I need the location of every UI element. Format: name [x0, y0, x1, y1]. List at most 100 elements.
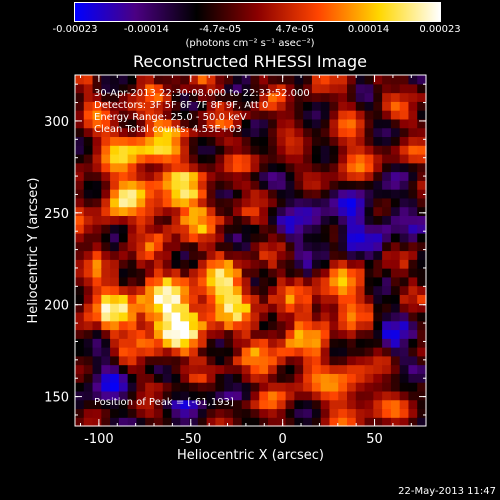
heatmap-cell: [250, 259, 260, 269]
heatmap-cell: [118, 224, 129, 234]
heatmap-cell: [390, 127, 401, 138]
heatmap-cell: [189, 373, 199, 383]
heatmap-cell: [268, 320, 278, 331]
heatmap-cell: [118, 136, 129, 146]
heatmap-cell: [110, 189, 120, 199]
heatmap-cell: [180, 189, 190, 199]
heatmap-cell: [197, 364, 208, 374]
heatmap-cell: [303, 206, 313, 217]
heatmap-cell: [110, 320, 120, 331]
heatmap-cell: [180, 338, 190, 348]
heatmap-cell: [241, 408, 252, 418]
heatmap-cell: [250, 110, 260, 120]
heatmap-cell: [180, 83, 190, 94]
heatmap-cell: [417, 118, 427, 129]
heatmap-cell: [294, 162, 304, 173]
heatmap-cell: [92, 390, 102, 401]
heatmap-cell: [153, 118, 164, 129]
heatmap-cell: [259, 355, 269, 366]
heatmap-cell: [180, 417, 190, 427]
heatmap-cell: [215, 197, 225, 208]
heatmap-cell: [241, 197, 252, 208]
heatmap-cell: [364, 162, 374, 173]
heatmap-cell: [399, 197, 410, 208]
heatmap-cell: [206, 92, 217, 102]
heatmap-cell: [355, 189, 366, 199]
heatmap-cell: [232, 259, 243, 269]
heatmap-cell: [101, 189, 111, 199]
heatmap-cell: [390, 285, 401, 295]
heatmap-cell: [259, 127, 269, 138]
heatmap-cell: [259, 215, 269, 225]
heatmap-cell: [364, 268, 374, 278]
heatmap-cell: [408, 75, 418, 85]
heatmap-cell: [118, 75, 129, 85]
heatmap-cell: [92, 276, 102, 287]
heatmap-cell: [127, 320, 138, 331]
heatmap-cell: [241, 232, 252, 243]
heatmap-cell: [276, 250, 287, 260]
heatmap-cell: [92, 294, 102, 304]
heatmap-cell: [197, 250, 208, 260]
heatmap-cell: [294, 127, 304, 138]
heatmap-cell: [364, 250, 374, 260]
heatmap-cell: [162, 92, 173, 102]
heatmap-cell: [250, 399, 260, 410]
heatmap-cell: [189, 355, 199, 366]
heatmap-cell: [399, 294, 410, 304]
heatmap-cell: [241, 171, 252, 181]
heatmap-cell: [75, 136, 85, 146]
heatmap-cell: [276, 276, 287, 287]
heatmap-cell: [224, 232, 234, 243]
heatmap-cell: [338, 75, 348, 85]
heatmap-cell: [285, 136, 295, 146]
heatmap-cell: [197, 136, 208, 146]
heatmap-cell: [136, 83, 146, 94]
heatmap-cell: [320, 92, 331, 102]
heatmap-cell: [110, 241, 120, 252]
heatmap-cell: [294, 232, 304, 243]
heatmap-cell: [390, 294, 401, 304]
heatmap-cell: [285, 224, 295, 234]
heatmap-cell: [294, 75, 304, 85]
heatmap-cell: [303, 320, 313, 331]
heatmap-cell: [127, 268, 138, 278]
heatmap-cell: [92, 347, 102, 357]
heatmap-cell: [118, 101, 129, 111]
heatmap-cell: [408, 83, 418, 94]
heatmap-cell: [408, 408, 418, 418]
heatmap-cell: [136, 127, 146, 138]
heatmap-cell: [101, 373, 111, 383]
heatmap-cell: [180, 75, 190, 85]
colorbar-tick-label: 0.00014: [347, 24, 390, 35]
heatmap-cell: [241, 180, 252, 190]
heatmap-cell: [241, 110, 252, 120]
heatmap-cell: [320, 329, 331, 339]
heatmap-cell: [373, 153, 383, 164]
heatmap-cell: [320, 364, 331, 374]
heatmap-cell: [136, 311, 146, 322]
heatmap-cell: [180, 250, 190, 260]
heatmap-cell: [110, 162, 120, 173]
heatmap-cell: [276, 294, 287, 304]
heatmap-cell: [153, 83, 164, 94]
heatmap-cell: [276, 162, 287, 173]
heatmap-cell: [206, 206, 217, 217]
heatmap-cell: [276, 329, 287, 339]
heatmap-cell: [127, 75, 138, 85]
heatmap-cell: [180, 224, 190, 234]
heatmap-cell: [382, 215, 392, 225]
heatmap-cell: [224, 276, 234, 287]
heatmap-cell: [276, 347, 287, 357]
heatmap-cell: [101, 320, 111, 331]
chart-title: Reconstructed RHESSI Image: [133, 52, 367, 71]
heatmap-cell: [241, 162, 252, 173]
heatmap-cell: [382, 408, 392, 418]
heatmap-cell: [373, 92, 383, 102]
heatmap-cell: [373, 224, 383, 234]
heatmap-cell: [75, 145, 85, 155]
heatmap-cell: [373, 145, 383, 155]
heatmap-cell: [347, 136, 357, 146]
heatmap-cell: [338, 347, 348, 357]
heatmap-cell: [303, 162, 313, 173]
